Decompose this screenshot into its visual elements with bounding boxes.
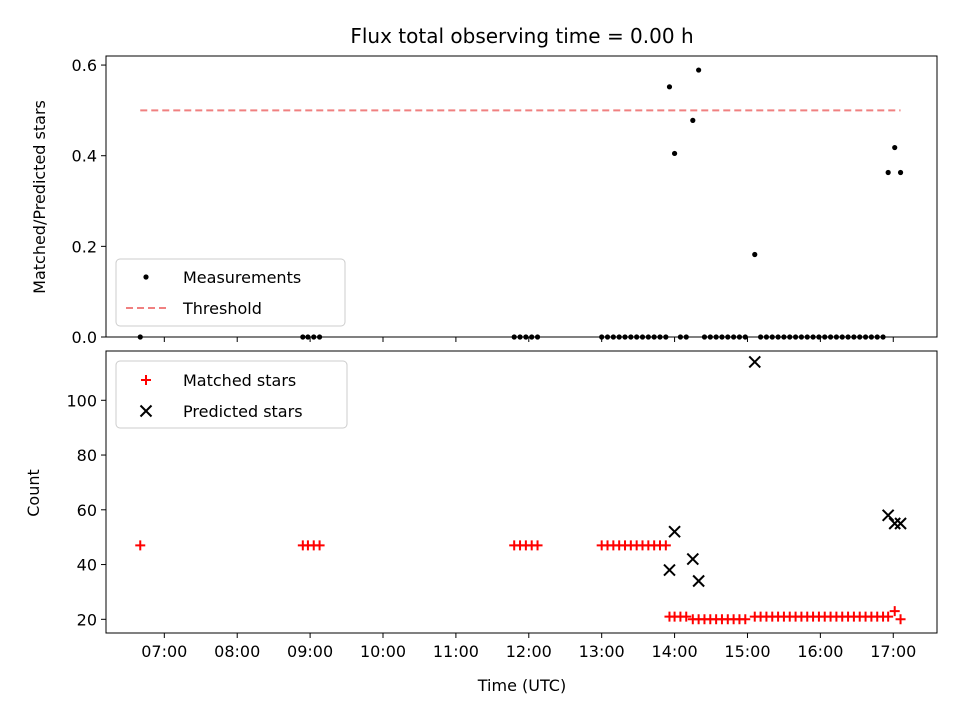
matched-star-point: [314, 540, 325, 551]
top-y-tick-label: 0.0: [72, 328, 97, 347]
bottom-axis-ticks: 07:00 08:00 09:00 10:00 11:00 12:00 13:00 14:00…: [66, 391, 916, 661]
top-y-tick-label: 0.2: [72, 237, 97, 256]
top-axis-ticks: 0.0 0.2 0.4 0.6: [72, 56, 894, 347]
bottom-plot-frame: [105, 350, 938, 634]
measurement-point: [885, 169, 891, 176]
x-tick-label: 16:00: [797, 642, 843, 661]
x-tick-label: 14:00: [652, 642, 698, 661]
x-tick-label: 11:00: [433, 642, 479, 661]
x-tick-label: 17:00: [870, 642, 916, 661]
x-tick-label: 08:00: [214, 642, 260, 661]
x-tick-label: 10:00: [360, 642, 406, 661]
predicted-star-point: [888, 517, 901, 530]
bottom-y-tick-label: 20: [77, 610, 97, 629]
legend-matched-marker: [141, 375, 151, 385]
matched-star-point: [889, 606, 900, 617]
bottom-y-tick-label: 100: [66, 391, 97, 410]
top-y-tick-label: 0.4: [72, 147, 97, 166]
matched-star-point: [883, 611, 894, 622]
top-y-tick-label: 0.6: [72, 56, 97, 75]
measurement-point: [897, 169, 904, 176]
bottom-y-tick-label: 80: [77, 446, 97, 465]
top-y-axis-label: Matched/Predicted stars: [30, 100, 49, 294]
legend-measurement-marker: [143, 274, 149, 280]
x-tick-label: 15:00: [724, 642, 770, 661]
legend-predicted-marker: [139, 404, 153, 418]
matched-star-point: [681, 611, 692, 622]
measurement-point: [671, 150, 678, 157]
measurement-point: [752, 251, 758, 258]
matched-star-point: [660, 540, 671, 551]
x-tick-label: 09:00: [287, 642, 333, 661]
legend-measurements-label: Measurements: [183, 268, 301, 287]
top-legend-box: [115, 258, 346, 327]
legend-threshold-label: Threshold: [182, 299, 262, 318]
top-plot-frame: [105, 55, 938, 338]
predicted-star-point: [686, 552, 700, 566]
predicted-star-point: [894, 517, 907, 530]
predicted-star-point: [692, 574, 705, 588]
bottom-y-tick-label: 60: [77, 501, 97, 520]
bottom-y-axis-label: Count: [24, 469, 43, 517]
bottom-legend: Matched stars Predicted stars: [115, 360, 348, 429]
bottom-y-tick-label: 40: [77, 556, 97, 575]
measurement-point: [690, 117, 696, 123]
matched-star-point: [740, 614, 751, 625]
x-tick-label: 07:00: [141, 642, 187, 661]
top-legend: Measurements Threshold: [115, 258, 346, 327]
measurement-point: [696, 67, 702, 73]
predicted-star-point: [663, 563, 676, 577]
matched-star-point: [532, 540, 543, 551]
x-tick-label: 12:00: [506, 642, 552, 661]
chart-title: Flux total observing time = 0.00 h: [350, 24, 693, 48]
legend-matched-label: Matched stars: [183, 371, 296, 390]
matched-star-point: [895, 614, 906, 625]
matched-star-point: [135, 540, 146, 551]
measurement-point: [892, 144, 898, 151]
predicted-star-point: [748, 355, 761, 369]
legend-predicted-label: Predicted stars: [183, 402, 303, 421]
bottom-plot-marks: [135, 355, 907, 625]
x-axis-label: Time (UTC): [477, 676, 566, 695]
predicted-star-point: [668, 525, 681, 538]
measurement-point: [666, 84, 673, 90]
predicted-star-point: [881, 509, 895, 522]
x-tick-label: 13:00: [579, 642, 625, 661]
bottom-legend-box: [115, 360, 348, 429]
